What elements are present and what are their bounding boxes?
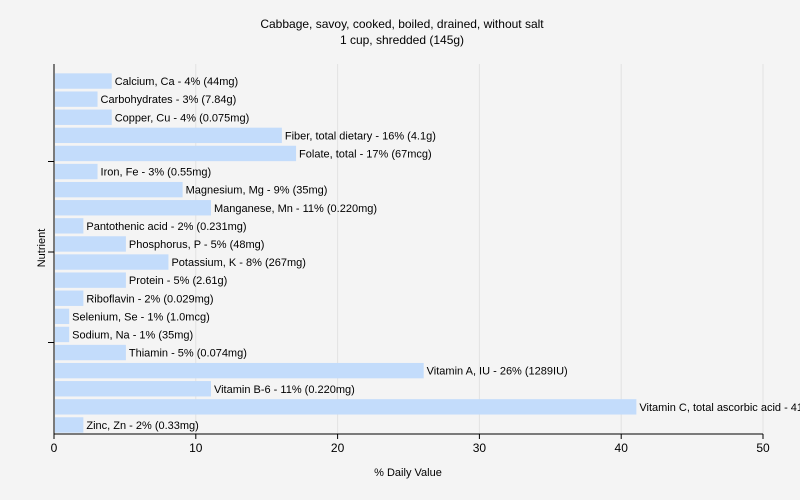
bar-label-6: Magnesium, Mg - 9% (35mg) xyxy=(186,185,328,197)
x-tick-label-4: 40 xyxy=(615,441,629,455)
bar-label-15: Thiamin - 5% (0.074mg) xyxy=(129,348,247,360)
bar-0 xyxy=(55,73,112,89)
bars: Calcium, Ca - 4% (44mg) Carbohydrates - 3… xyxy=(55,73,800,433)
bar-18 xyxy=(55,399,637,415)
bar-label-17: Vitamin B-6 - 11% (0.220mg) xyxy=(214,384,355,396)
x-tick-label-3: 30 xyxy=(473,441,487,455)
bar-9 xyxy=(55,236,126,252)
bar-11 xyxy=(55,272,126,288)
bar-label-11: Protein - 5% (2.61g) xyxy=(129,275,227,287)
bar-label-16: Vitamin A, IU - 26% (1289IU) xyxy=(427,366,568,378)
bar-label-0: Calcium, Ca - 4% (44mg) xyxy=(115,76,238,88)
x-axis-title: % Daily Value xyxy=(374,467,442,479)
bar-2 xyxy=(55,109,112,125)
x-tick-label-0: 0 xyxy=(51,441,58,455)
bar-7 xyxy=(55,200,211,216)
bar-19 xyxy=(55,417,84,433)
bar-17 xyxy=(55,381,211,397)
bar-label-9: Phosphorus, P - 5% (48mg) xyxy=(129,239,265,251)
x-tick-label-2: 20 xyxy=(331,441,345,455)
bar-14 xyxy=(55,326,70,343)
chart-title: Cabbage, savoy, cooked, boiled, drained,… xyxy=(260,17,544,31)
axes: 0 10 20 30 40 50 xyxy=(48,64,770,455)
bar-label-12: Riboflavin - 2% (0.029mg) xyxy=(86,293,213,305)
bar-label-10: Potassium, K - 8% (267mg) xyxy=(171,257,306,269)
bar-label-1: Carbohydrates - 3% (7.84g) xyxy=(101,94,237,106)
bar-5 xyxy=(55,163,98,180)
bar-label-8: Pantothenic acid - 2% (0.231mg) xyxy=(86,221,246,233)
bar-label-13: Selenium, Se - 1% (1.0mcg) xyxy=(72,311,210,323)
bar-1 xyxy=(55,91,98,107)
bar-10 xyxy=(55,254,169,270)
bar-label-7: Manganese, Mn - 11% (0.220mg) xyxy=(214,203,377,215)
bar-4 xyxy=(55,145,297,162)
chart-subtitle: 1 cup, shredded (145g) xyxy=(340,33,464,47)
bar-label-18: Vitamin C, total ascorbic acid - 41% (24… xyxy=(639,402,800,414)
bar-label-4: Folate, total - 17% (67mcg) xyxy=(299,148,432,160)
bar-16 xyxy=(55,362,424,379)
y-axis-title: Nutrient xyxy=(36,229,48,268)
bar-label-2: Copper, Cu - 4% (0.075mg) xyxy=(115,112,250,124)
bar-8 xyxy=(55,218,84,234)
bar-label-5: Iron, Fe - 3% (0.55mg) xyxy=(101,167,212,179)
x-tick-label-1: 10 xyxy=(189,441,203,455)
bar-label-19: Zinc, Zn - 2% (0.33mg) xyxy=(86,420,198,432)
bar-label-3: Fiber, total dietary - 16% (4.1g) xyxy=(285,130,436,142)
bar-12 xyxy=(55,290,84,306)
bar-6 xyxy=(55,181,183,198)
bar-15 xyxy=(55,344,126,361)
bar-label-14: Sodium, Na - 1% (35mg) xyxy=(72,329,193,341)
bar-13 xyxy=(55,308,70,325)
bar-3 xyxy=(55,127,282,144)
x-tick-label-5: 50 xyxy=(756,441,770,455)
